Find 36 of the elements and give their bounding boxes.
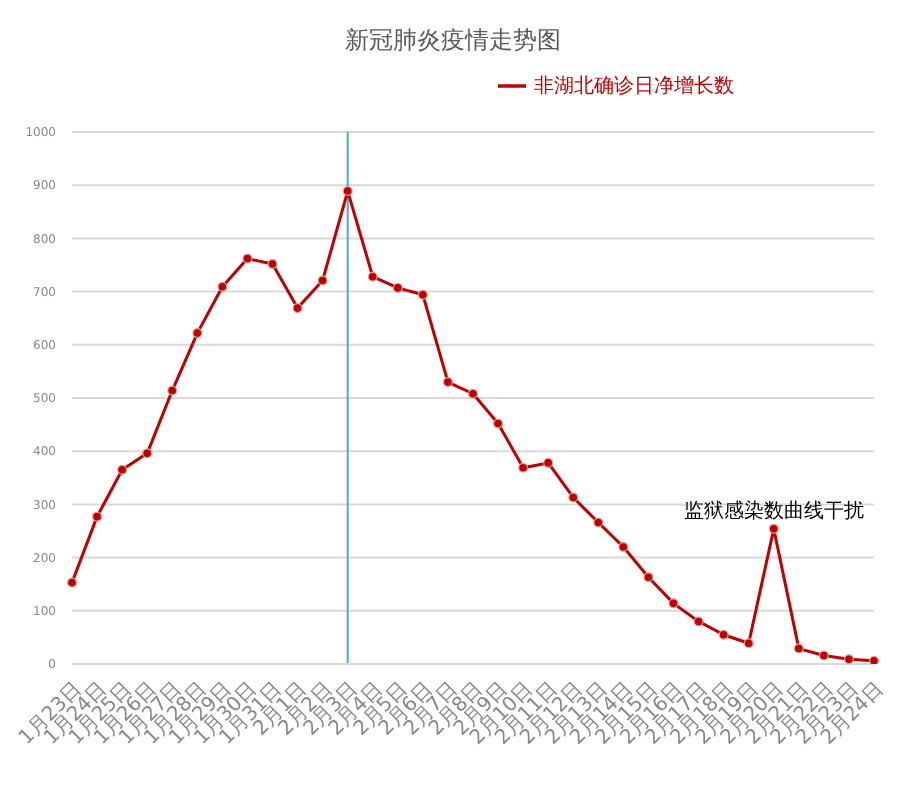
- point: [568, 492, 579, 503]
- point: [317, 275, 328, 286]
- point: [643, 572, 654, 583]
- point: [92, 511, 103, 522]
- point: [818, 650, 829, 661]
- point: [292, 303, 303, 314]
- point: [217, 281, 228, 292]
- point: [167, 385, 178, 396]
- point: [442, 377, 453, 388]
- point: [869, 655, 879, 664]
- point: [367, 271, 378, 282]
- point: [793, 643, 804, 654]
- point: [417, 289, 428, 300]
- legend-label: 非湖北确诊日净增长数: [534, 76, 734, 98]
- point: [468, 388, 478, 399]
- point: [543, 457, 554, 468]
- point: [843, 654, 854, 664]
- point: [593, 517, 604, 528]
- point: [693, 616, 704, 627]
- point: [67, 577, 77, 588]
- annotation: 监狱感染数曲线干扰: [683, 498, 864, 523]
- point: [618, 541, 629, 552]
- point: [142, 448, 153, 459]
- chart-title: 新冠肺炎疫情走势图: [343, 24, 563, 58]
- point: [518, 462, 529, 473]
- point: [342, 186, 353, 197]
- point: [267, 258, 278, 269]
- point: [718, 629, 729, 640]
- point: [392, 282, 403, 293]
- point: [743, 638, 754, 649]
- point: [768, 523, 779, 534]
- point: [242, 253, 253, 264]
- point: [117, 464, 128, 475]
- point: [493, 418, 504, 429]
- point: [192, 328, 203, 339]
- point: [668, 598, 679, 609]
